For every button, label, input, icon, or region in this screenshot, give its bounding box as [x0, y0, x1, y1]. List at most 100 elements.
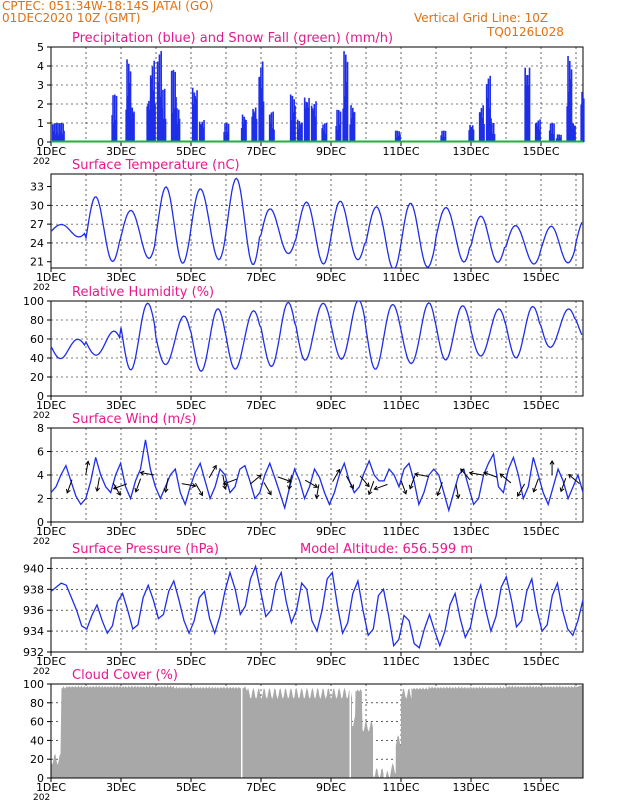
precip-bar [149, 109, 151, 142]
wind-arrow [315, 484, 320, 499]
precip-bar [538, 129, 540, 142]
precip-bar [298, 121, 301, 142]
precip-bar [351, 118, 353, 142]
precip-bar [291, 95, 294, 142]
precip-bar [346, 61, 349, 142]
y-tick-label: 33 [30, 181, 44, 194]
precip-bar [480, 108, 483, 142]
x-tick-label: 13DEC [452, 399, 489, 412]
x-tick-label: 15DEC [522, 145, 559, 158]
precip-bar [60, 123, 63, 142]
wind-arrow [345, 475, 354, 489]
x-tick-label: 15DEC [522, 781, 559, 794]
precip-bar [261, 88, 263, 142]
precip-bar [293, 99, 295, 142]
precip-bar [571, 128, 574, 142]
humidity-line [50, 300, 583, 373]
y-tick-label: 80 [30, 314, 44, 327]
precip-bar [399, 134, 401, 142]
precip-bar [195, 99, 197, 142]
wind-arrowhead [460, 468, 465, 474]
y-tick-label: 936 [23, 604, 44, 617]
precip-bar [227, 123, 230, 142]
panel-title: Precipitation (blue) and Snow Fall (gree… [72, 31, 393, 46]
grid-line-note: Vertical Grid Line: 10Z [414, 11, 549, 25]
precip-bar [396, 130, 399, 142]
precip-bar [255, 118, 258, 142]
wind-arrow [499, 473, 512, 484]
wind-arrowhead [198, 491, 204, 497]
precip-bar [478, 112, 481, 142]
precip-bar [272, 111, 274, 142]
panel-title: Surface Pressure (hPa) [72, 542, 219, 557]
precip-bar [300, 123, 302, 142]
wind-arrowhead [499, 473, 505, 478]
wind-arrowhead [402, 489, 408, 495]
precip-bar [321, 128, 323, 142]
precip-bar [240, 128, 243, 142]
x-tick-label: 11DEC [382, 525, 419, 538]
panel-frame [50, 300, 584, 397]
wind-arrowhead [134, 487, 140, 493]
precip-bar [58, 135, 60, 142]
wind-arrow [165, 478, 169, 493]
panel-title: Surface Temperature (nC) [72, 158, 240, 173]
precip-bar [242, 123, 245, 142]
precip-bar [485, 83, 488, 142]
precip-bar [315, 101, 317, 142]
precip-bar [243, 116, 246, 142]
precip-bar [574, 125, 576, 142]
wind-arrow [374, 483, 388, 490]
precip-bar [148, 100, 150, 142]
precip-bar [313, 104, 316, 142]
x-tick-label: 5DEC [176, 399, 206, 412]
y-tick-label: 27 [30, 218, 44, 231]
wind-arrow [96, 477, 100, 492]
precip-bar [569, 61, 571, 142]
wind-arrowhead [163, 488, 169, 493]
wind-arrow [437, 481, 443, 496]
wind-arrow [208, 465, 217, 478]
precip-bar [273, 129, 275, 142]
x-tick-label: 5DEC [176, 271, 206, 284]
wind-arrowhead [483, 471, 489, 476]
precip-bar [58, 123, 61, 142]
precip-bar [128, 63, 130, 142]
precip-bar [62, 123, 64, 142]
panel-title: Relative Humidity (%) [72, 285, 214, 300]
x-tick-label: 5DEC [176, 655, 206, 668]
x-tick-label: 13DEC [452, 525, 489, 538]
precip-bar [567, 55, 569, 142]
precip-bar [294, 105, 296, 142]
precip-bar [487, 78, 490, 142]
precip-bar [489, 124, 491, 142]
precip-bar [444, 130, 447, 142]
precip-bar [572, 123, 575, 142]
precip-bar [112, 95, 114, 142]
x-tick-label: 15DEC [522, 271, 559, 284]
wind-arrow [66, 479, 73, 494]
precip-bar [114, 119, 117, 142]
precip-bar [54, 134, 57, 142]
x-tick-label: 11DEC [382, 655, 419, 668]
precip-bar [225, 135, 227, 142]
precip-bar [226, 132, 229, 142]
wind-arrow [414, 473, 429, 477]
x-tick-label: 9DEC [316, 271, 346, 284]
precip-bar [270, 112, 273, 142]
precip-bar [481, 117, 484, 142]
x-year-label: 202 [33, 157, 50, 167]
precip-bar [570, 69, 573, 142]
precip-bar [395, 137, 398, 142]
precip-bar [52, 131, 55, 142]
precip-bar [310, 105, 313, 142]
y-tick-label: 30 [30, 199, 44, 212]
precip-bar [492, 123, 495, 142]
y-tick-label: 40 [30, 352, 44, 365]
precip-bar [527, 75, 529, 142]
precip-bar [199, 124, 202, 142]
x-tick-label: 3DEC [106, 271, 136, 284]
precip-bar [159, 96, 162, 142]
precip-bar [442, 137, 444, 142]
precip-bar [553, 123, 555, 142]
